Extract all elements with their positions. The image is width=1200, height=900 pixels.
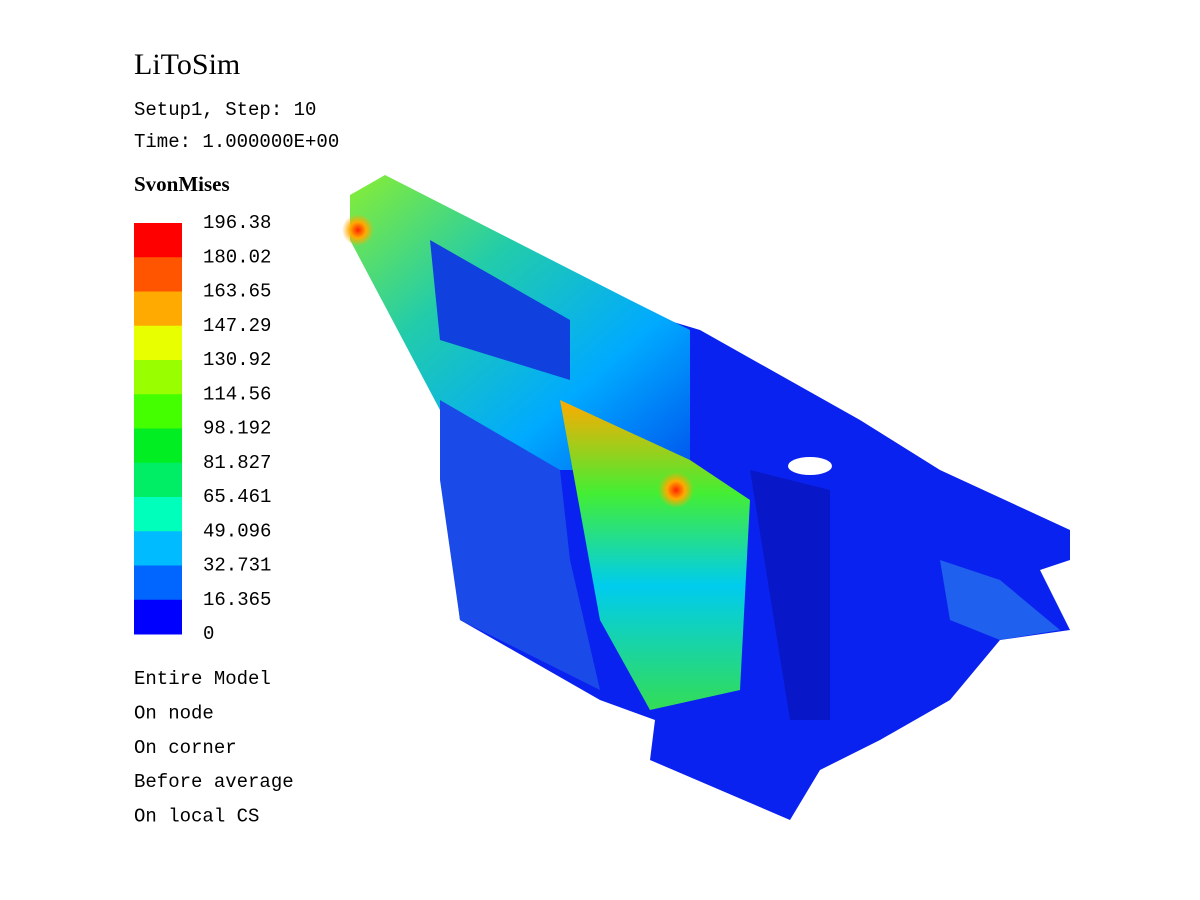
legend-band bbox=[134, 531, 182, 566]
info-line: On local CS bbox=[134, 806, 259, 828]
model-hotspot bbox=[658, 472, 694, 508]
legend-level-label: 196.38 bbox=[203, 212, 271, 234]
legend-level-label: 65.461 bbox=[203, 486, 271, 508]
legend-level-label: 81.827 bbox=[203, 452, 271, 474]
info-list: Entire Model On node On corner Before avera… bbox=[134, 668, 294, 828]
legend-band bbox=[134, 462, 182, 498]
model-hole bbox=[788, 457, 832, 475]
legend-level-label: 180.02 bbox=[203, 246, 271, 268]
info-line: On corner bbox=[134, 737, 237, 759]
info-line: Entire Model bbox=[134, 668, 271, 690]
setup-label: Setup1, Step: 10 bbox=[134, 99, 316, 121]
model-window bbox=[430, 240, 570, 380]
legend-level-label: 0 bbox=[203, 623, 214, 645]
legend-band bbox=[134, 291, 182, 327]
model-box bbox=[750, 470, 830, 720]
info-line: On node bbox=[134, 702, 214, 724]
model-lower-panel bbox=[440, 400, 600, 690]
legend-band bbox=[134, 394, 182, 429]
model-hotspot bbox=[342, 214, 374, 246]
legend-band bbox=[134, 565, 182, 601]
legend-level-label: 49.096 bbox=[203, 520, 271, 542]
legend-level-label: 98.192 bbox=[203, 418, 271, 440]
legend-band bbox=[134, 360, 182, 395]
legend-level-label: 32.731 bbox=[203, 555, 271, 577]
legend-band bbox=[134, 497, 182, 532]
app-title: LiToSim bbox=[134, 48, 240, 81]
legend-level-label: 114.56 bbox=[203, 383, 271, 405]
legend-level-label: 147.29 bbox=[203, 315, 271, 337]
legend-level-label: 130.92 bbox=[203, 349, 271, 371]
time-label: Time: 1.000000E+00 bbox=[134, 131, 339, 153]
legend-band bbox=[134, 599, 182, 635]
legend-band bbox=[134, 223, 182, 258]
model bbox=[342, 175, 1070, 820]
legend-level-label: 163.65 bbox=[203, 281, 271, 303]
model-pillar bbox=[560, 400, 750, 710]
legend-level-label: 16.365 bbox=[203, 589, 271, 611]
legend-band bbox=[134, 325, 182, 361]
colorbar: 196.38 180.02 163.65 147.29 130.92 114.56 98.1… bbox=[134, 212, 271, 645]
model-right-wing bbox=[940, 560, 1060, 640]
legend-title: SvonMises bbox=[134, 172, 230, 196]
legend-band bbox=[134, 428, 182, 464]
info-line: Before average bbox=[134, 771, 294, 793]
legend-band bbox=[134, 257, 182, 292]
